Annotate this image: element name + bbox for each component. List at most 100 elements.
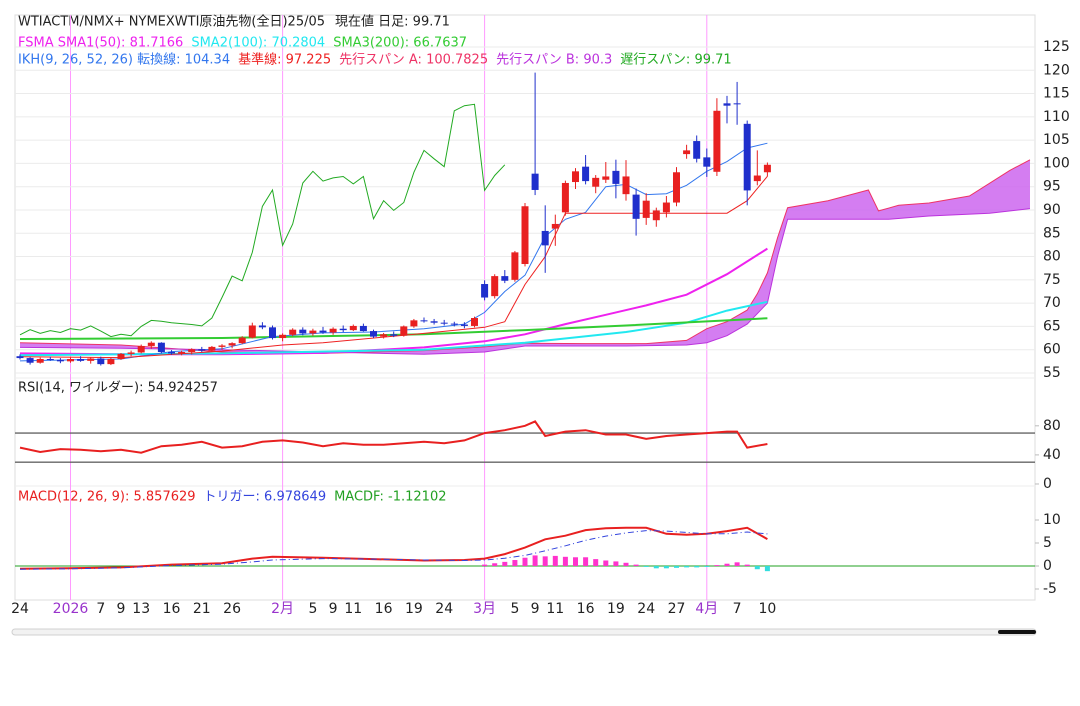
x-tick-label: 9 bbox=[531, 601, 540, 617]
x-tick-label: 11 bbox=[344, 601, 362, 617]
histogram-bar bbox=[764, 566, 770, 572]
candle-body bbox=[147, 342, 155, 346]
candle-body bbox=[521, 206, 529, 265]
y-tick-label: 120 bbox=[1043, 62, 1070, 78]
candle-body bbox=[743, 123, 751, 191]
candle-body bbox=[107, 359, 115, 365]
legend-entry: SMA3(200): 66.7637 bbox=[333, 36, 467, 51]
candle-body bbox=[77, 359, 85, 361]
scrollbar-track[interactable] bbox=[11, 628, 1037, 636]
y-tick-label: 55 bbox=[1043, 365, 1061, 381]
histogram-bar bbox=[674, 566, 679, 568]
histogram-bar bbox=[724, 563, 730, 567]
series-line bbox=[19, 530, 768, 570]
x-tick-label: 9 bbox=[117, 601, 126, 617]
y-tick-label: 95 bbox=[1043, 179, 1061, 195]
candle-body bbox=[713, 110, 721, 172]
legend-entry: 基準線: 97.225 bbox=[238, 52, 331, 68]
histogram-bar bbox=[522, 557, 528, 567]
histogram-bar bbox=[583, 557, 589, 567]
candle-body bbox=[208, 346, 216, 351]
histogram-bar bbox=[684, 566, 690, 568]
chart-title: WTIACTM/NMX+ NYMEXWTI原油先物(全日)25/05 bbox=[18, 14, 325, 30]
candle-body bbox=[370, 331, 377, 337]
candle-body bbox=[622, 176, 630, 195]
legend-entry: MACD(12, 26, 9): 5.857629 bbox=[18, 490, 196, 505]
histogram-bar bbox=[643, 566, 649, 567]
candle-body bbox=[238, 337, 246, 344]
candle-body bbox=[450, 323, 458, 325]
candle-body bbox=[339, 328, 347, 331]
x-tick-label: 4月 bbox=[695, 601, 718, 617]
candle-body bbox=[501, 276, 509, 281]
y-tick-label: 105 bbox=[1043, 132, 1070, 148]
histogram-bar bbox=[704, 566, 710, 567]
y-tick-label: 75 bbox=[1043, 272, 1061, 288]
y-tick-label: 0 bbox=[1043, 476, 1052, 492]
candle-body bbox=[612, 170, 620, 184]
series-line bbox=[19, 103, 506, 338]
candle-body bbox=[541, 230, 549, 246]
candle-body bbox=[87, 358, 95, 361]
x-tick-label: 21 bbox=[193, 601, 211, 617]
legend-entry: トリガー: 6.978649 bbox=[204, 490, 327, 505]
candle-body bbox=[46, 359, 54, 361]
candle-body bbox=[258, 325, 266, 328]
candle-body bbox=[178, 352, 186, 354]
legend-entry: RSI(14, ワイルダー): 54.924257 bbox=[18, 381, 218, 396]
candle-body bbox=[592, 177, 600, 187]
candle-body bbox=[632, 194, 640, 219]
x-tick-label: 7 bbox=[733, 601, 742, 617]
candle-body bbox=[693, 141, 701, 159]
panel bbox=[15, 526, 1035, 572]
histogram-bar bbox=[623, 562, 629, 567]
y-tick-label: 80 bbox=[1043, 418, 1061, 434]
candle-body bbox=[319, 330, 327, 333]
histogram-bar bbox=[633, 564, 639, 567]
histogram-bar bbox=[734, 562, 740, 567]
y-tick-label: 10 bbox=[1043, 512, 1061, 528]
series-line bbox=[19, 526, 768, 570]
histogram-bar bbox=[593, 559, 599, 567]
x-tick-label: 11 bbox=[546, 601, 564, 617]
candle-body bbox=[117, 353, 125, 360]
legend-entry: MACDF: -1.12102 bbox=[334, 490, 446, 505]
candle-body bbox=[168, 352, 175, 354]
x-tick-label: 27 bbox=[668, 601, 686, 617]
candle-body bbox=[198, 349, 206, 351]
candle-body bbox=[471, 318, 478, 326]
candle-body bbox=[491, 276, 499, 297]
candle-body bbox=[269, 327, 276, 339]
x-tick-label: 9 bbox=[329, 601, 338, 617]
separators bbox=[70, 15, 708, 600]
candle-body bbox=[16, 356, 24, 359]
candle-body bbox=[279, 334, 287, 339]
x-tick-label: 2026 bbox=[53, 601, 89, 617]
candle-body bbox=[26, 358, 34, 363]
histogram-bar bbox=[744, 564, 750, 567]
candle-body bbox=[703, 157, 711, 167]
price-label: 現在値 日足: 99.71 bbox=[335, 14, 450, 30]
candle-body bbox=[410, 320, 418, 327]
y-tick-label: 100 bbox=[1043, 155, 1070, 171]
histogram-bar bbox=[613, 561, 619, 567]
candle-body bbox=[763, 164, 771, 173]
candle-body bbox=[481, 284, 489, 298]
y-tick-label: 80 bbox=[1043, 249, 1061, 265]
y-tick-label: 110 bbox=[1043, 109, 1070, 125]
legend-entry: 先行スパン A: 100.7825 bbox=[339, 53, 488, 68]
candle-body bbox=[582, 166, 590, 182]
x-tick-label: 3月 bbox=[473, 601, 496, 617]
candle-body bbox=[359, 325, 367, 332]
candle-body bbox=[430, 321, 438, 323]
y-tick-label: 70 bbox=[1043, 295, 1061, 311]
candle-body bbox=[390, 334, 398, 336]
scrollbar-thumb[interactable] bbox=[998, 630, 1036, 634]
candle-body bbox=[309, 330, 317, 334]
y-tick-label: 65 bbox=[1043, 318, 1061, 334]
candle-body bbox=[662, 202, 670, 213]
x-tick-label: 16 bbox=[577, 601, 595, 617]
candle-body bbox=[531, 173, 539, 190]
x-tick-label: 24 bbox=[637, 601, 655, 617]
y-tick-label: 125 bbox=[1043, 39, 1070, 55]
